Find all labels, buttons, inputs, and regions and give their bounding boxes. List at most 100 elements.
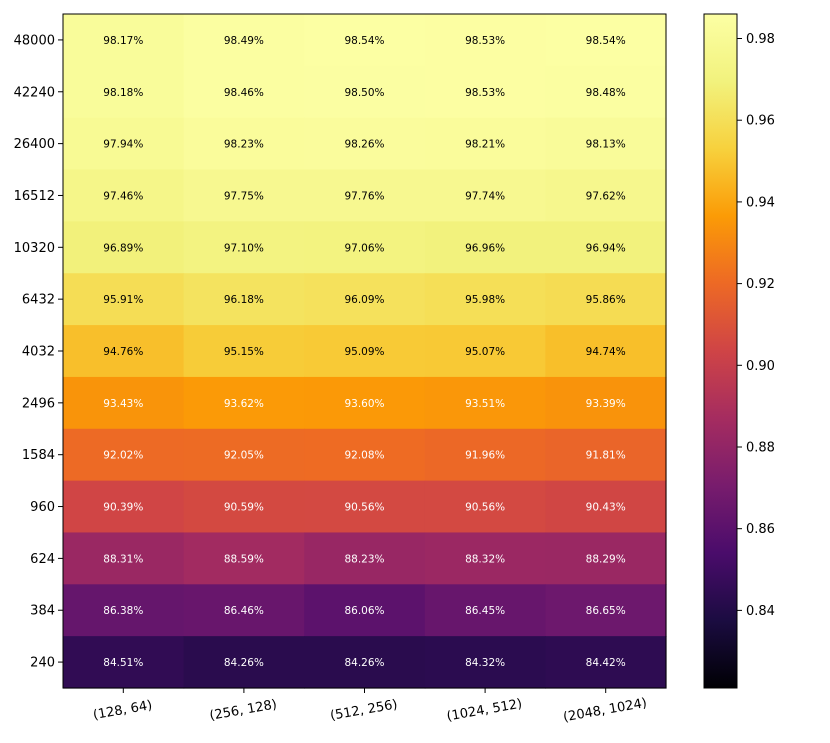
cell-value-label: 97.94% <box>103 139 143 151</box>
heatmap-cell <box>63 636 185 689</box>
heatmap-cell <box>424 376 546 430</box>
colorbar-tick-label: 0.86 <box>746 522 775 537</box>
heatmap-cell <box>545 221 667 274</box>
heatmap-cell <box>424 428 546 482</box>
colorbar-ticks: 0.84 0.86 0.88 0.90 0.92 0.94 0.96 0.98 <box>737 32 775 619</box>
heatmap-cell <box>183 117 305 171</box>
heatmap-cell <box>545 169 667 222</box>
cell-value-label: 88.23% <box>344 553 384 565</box>
heatmap-cell <box>545 14 667 67</box>
heatmap-cell-labels: 98.17% 98.49% 98.54% 98.53% 98.54% 98.18% 98.4… <box>103 35 625 669</box>
cell-value-label: 98.23% <box>224 139 264 151</box>
y-tick-label: 384 <box>30 604 55 619</box>
colorbar-tick-label: 0.96 <box>746 114 775 129</box>
cell-value-label: 86.46% <box>224 605 264 617</box>
heatmap-cell <box>63 65 185 119</box>
cell-value-label: 92.02% <box>103 450 143 462</box>
heatmap-cell <box>545 65 667 119</box>
y-tick-label: 624 <box>30 552 55 567</box>
y-tick-label: 6432 <box>22 293 55 308</box>
x-tick-label: (2048, 1024) <box>562 696 648 725</box>
cell-value-label: 93.43% <box>103 398 143 410</box>
heatmap-cell <box>304 221 426 274</box>
heatmap-cell <box>304 14 426 67</box>
heatmap-cell <box>63 480 185 534</box>
cell-value-label: 95.91% <box>103 294 143 306</box>
cell-value-label: 86.45% <box>465 605 505 617</box>
cell-value-label: 97.10% <box>224 242 264 254</box>
heatmap-cell <box>424 636 546 689</box>
heatmap-cell <box>183 221 305 274</box>
heatmap-cell <box>183 532 305 585</box>
cell-value-label: 95.98% <box>465 294 505 306</box>
cell-value-label: 98.53% <box>465 35 505 47</box>
heatmap-cell <box>545 117 667 171</box>
x-tick-label: (512, 256) <box>329 697 399 724</box>
cell-value-label: 88.32% <box>465 553 505 565</box>
cell-value-label: 98.53% <box>465 87 505 99</box>
heatmap-cell <box>63 169 185 222</box>
heatmap-cell <box>304 584 426 637</box>
cell-value-label: 98.13% <box>586 139 626 151</box>
colorbar-tick-label: 0.84 <box>746 604 775 619</box>
cell-value-label: 96.96% <box>465 242 505 254</box>
cell-value-label: 93.60% <box>344 398 384 410</box>
cell-value-label: 93.51% <box>465 398 505 410</box>
heatmap-cell <box>545 273 667 326</box>
y-axis: 48000 42240 26400 16512 10320 6432 4032 2496 158… <box>14 33 63 671</box>
cell-value-label: 98.17% <box>103 35 143 47</box>
heatmap-cell <box>304 273 426 326</box>
heatmap-cell <box>545 428 667 482</box>
x-tick-label: (128, 64) <box>92 698 153 723</box>
cell-value-label: 84.26% <box>224 657 264 669</box>
cell-value-label: 86.65% <box>586 605 626 617</box>
cell-value-label: 96.89% <box>103 242 143 254</box>
heatmap-cell <box>545 376 667 430</box>
heatmap-cell <box>545 532 667 585</box>
heatmap-cell <box>183 636 305 689</box>
y-tick-label: 26400 <box>14 137 55 152</box>
y-tick-label: 960 <box>30 500 55 515</box>
cell-value-label: 90.56% <box>344 502 384 514</box>
cell-value-label: 98.46% <box>224 87 264 99</box>
heatmap-cell <box>545 325 667 378</box>
heatmap-cell <box>63 532 185 585</box>
heatmap-cell <box>304 376 426 430</box>
heatmap-cell <box>63 273 185 326</box>
x-axis: (128, 64) (256, 128) (512, 256) (1024, 512)… <box>92 688 648 725</box>
y-tick-label: 240 <box>30 656 55 671</box>
cell-value-label: 98.18% <box>103 87 143 99</box>
heatmap-cell <box>183 480 305 534</box>
heatmap-cell <box>183 428 305 482</box>
heatmap-cell <box>545 480 667 534</box>
cell-value-label: 88.59% <box>224 553 264 565</box>
x-tick-label: (256, 128) <box>208 697 278 724</box>
colorbar-tick-label: 0.88 <box>746 440 775 455</box>
heatmap-cell <box>63 14 185 67</box>
cell-value-label: 84.32% <box>465 657 505 669</box>
heatmap-cell <box>304 636 426 689</box>
heatmap-cell <box>304 117 426 171</box>
cell-value-label: 97.06% <box>344 242 384 254</box>
heatmap-cell <box>424 480 546 534</box>
heatmap-cell <box>183 273 305 326</box>
heatmap-cell <box>424 117 546 171</box>
heatmap-cell <box>183 584 305 637</box>
heatmap-cell <box>304 325 426 378</box>
heatmap-cell <box>63 428 185 482</box>
cell-value-label: 97.76% <box>344 190 384 202</box>
heatmap-cell <box>63 117 185 171</box>
cell-value-label: 92.08% <box>344 450 384 462</box>
colorbar-tick-label: 0.94 <box>746 195 775 210</box>
heatmap-cell <box>183 376 305 430</box>
cell-value-label: 93.62% <box>224 398 264 410</box>
heatmap-cell <box>183 65 305 119</box>
y-tick-label: 10320 <box>14 241 55 256</box>
cell-value-label: 97.62% <box>586 190 626 202</box>
cell-value-label: 95.86% <box>586 294 626 306</box>
heatmap-cell <box>545 636 667 689</box>
cell-value-label: 96.94% <box>586 242 626 254</box>
cell-value-label: 88.31% <box>103 553 143 565</box>
